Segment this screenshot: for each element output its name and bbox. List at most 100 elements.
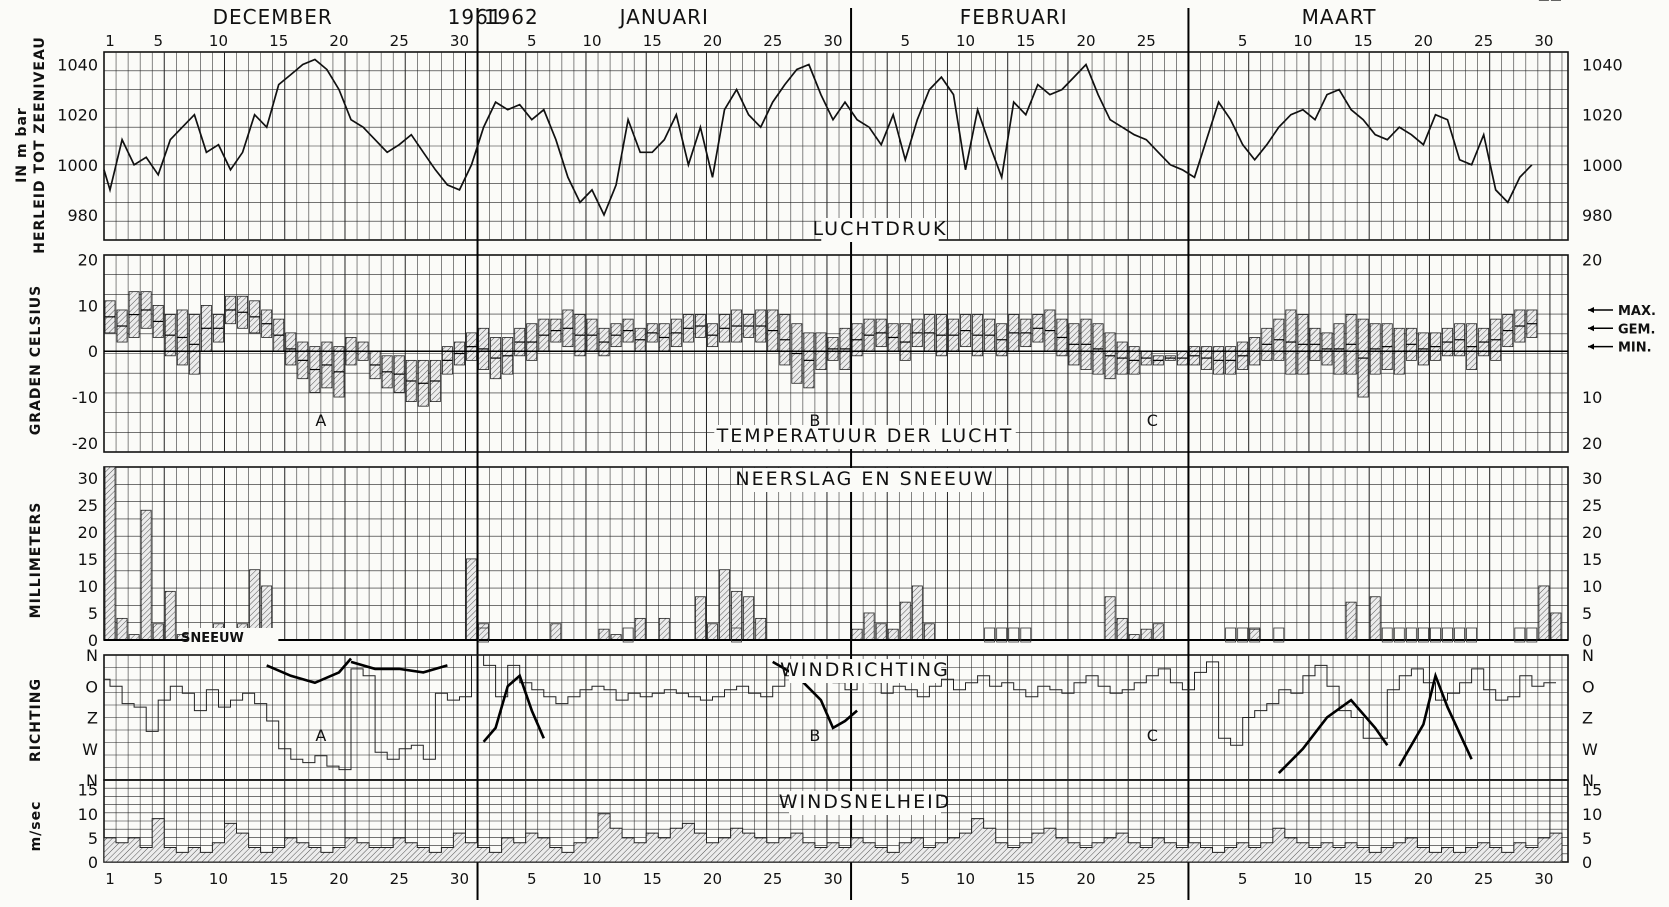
snow-marker — [1249, 627, 1261, 643]
day-tick-top-3: 15 — [269, 32, 288, 50]
precipitation-bar — [1249, 628, 1261, 641]
precipitation-bar — [695, 596, 706, 641]
precipitation-bar — [164, 590, 176, 641]
wind_direction-ytick-right: Z — [1582, 709, 1593, 728]
temperature-ytick-left: -10 — [72, 388, 98, 407]
day-tick-top-15: 15 — [1016, 32, 1035, 50]
temperature-ytick-right: 10 — [1582, 388, 1602, 407]
precipitation-bar — [887, 628, 899, 641]
wind_speed-ytick-right: 0 — [1582, 853, 1592, 872]
snow-marker — [1526, 627, 1538, 643]
snow-marker — [1273, 627, 1285, 643]
snow-marker — [984, 627, 996, 643]
temperature-ytick-left: 20 — [78, 251, 98, 270]
winddir-marker-A: A — [315, 726, 326, 745]
day-tick-top-23: 30 — [1534, 32, 1553, 50]
windspeed-ylabel: m/sec — [28, 801, 44, 852]
precipitation-bar — [899, 601, 911, 641]
wind_speed-ytick-left: 15 — [78, 781, 98, 800]
precipitation-bar — [743, 596, 755, 641]
pressure-ytick-right: 1020 — [1582, 106, 1623, 125]
wind_direction-ytick-left: N — [86, 771, 98, 790]
wind_speed-ytick-right: 10 — [1582, 805, 1602, 824]
pressure-ytick-left: 980 — [67, 206, 98, 225]
snow-label-bg — [188, 628, 279, 646]
precipitation-ytick-right: 15 — [1582, 550, 1602, 569]
day-tick-bottom-5: 25 — [390, 870, 409, 888]
day-tick-bottom-2: 10 — [209, 870, 228, 888]
pressure-ytick-left: 1020 — [57, 106, 98, 125]
precipitation-bar — [719, 569, 730, 641]
precipitation-ytick-left: 5 — [88, 604, 98, 623]
day-tick-bottom-7: 5 — [527, 870, 537, 888]
temperature-marker-C: C — [1147, 411, 1158, 430]
day-tick-bottom-21: 20 — [1414, 870, 1433, 888]
temperature-title-bg — [714, 425, 1016, 449]
wind_direction-ytick-right: N — [1582, 771, 1594, 790]
precipitation-ytick-right: 5 — [1582, 604, 1592, 623]
precipitation-title-bg — [743, 468, 987, 492]
windspeed-title-bg — [789, 791, 941, 815]
day-tick-bottom-11: 25 — [763, 870, 782, 888]
precipitation-bar — [478, 623, 489, 641]
temperature-ytick-left: 10 — [78, 296, 98, 315]
labels: IN m bar HERLEID TOT ZEENIVEAU GRADEN CE… — [14, 5, 1656, 888]
precipitation-ylabel: MILLIMETERS — [28, 502, 44, 619]
wind_speed-ytick-left: 10 — [78, 805, 98, 824]
month-label-1: 1961 — [448, 5, 503, 29]
pressure-line — [103, 58, 1533, 218]
temperature-title: TEMPERATUUR DER LUCHT — [716, 425, 1014, 447]
wind_speed-ytick-right: 5 — [1582, 829, 1592, 848]
windspeed-title: WINDSNELHEID — [779, 791, 952, 813]
precipitation-ytick-left: 15 — [78, 550, 98, 569]
day-tick-top-9: 15 — [643, 32, 662, 50]
day-tick-bottom-3: 15 — [269, 870, 288, 888]
temperature-ytick-left: 0 — [88, 342, 98, 361]
precipitation-bar — [104, 466, 116, 641]
precipitation-title: NEERSLAG EN SNEEUW — [735, 468, 994, 490]
precipitation-bar — [1140, 628, 1152, 641]
precipitation-bar — [707, 623, 718, 641]
grid — [103, 8, 1569, 900]
precipitation-bar — [1104, 596, 1116, 641]
day-tick-top-7: 5 — [527, 32, 537, 50]
precipitation-bar — [1538, 585, 1550, 641]
pressure-ytick-left: 1000 — [57, 156, 98, 175]
snow-marker — [1237, 627, 1249, 643]
precipitation-bar — [755, 617, 767, 641]
temperature-ytick-right: 20 — [1582, 251, 1602, 270]
pressure-ytick-right: 980 — [1582, 206, 1613, 225]
precipitation-ytick-left: 30 — [78, 469, 98, 488]
wind_direction-ytick-left: Z — [87, 709, 98, 728]
front-segment-0 — [266, 657, 352, 685]
snow-label: SNEEUW — [181, 631, 244, 646]
day-tick-top-21: 20 — [1414, 32, 1433, 50]
precipitation-ytick-right: 30 — [1582, 469, 1602, 488]
day-tick-bottom-10: 20 — [703, 870, 722, 888]
day-tick-top-13: 5 — [901, 32, 911, 50]
precipitation-bar — [923, 623, 935, 641]
precipitation-bar — [658, 617, 670, 641]
snow-marker — [1405, 627, 1417, 643]
precipitation-ytick-left: 10 — [78, 577, 98, 596]
legend-max: MAX. — [1618, 304, 1656, 319]
month-label-3: JANUARI — [618, 5, 709, 29]
day-tick-top-11: 25 — [763, 32, 782, 50]
precipitation-ytick-left: 0 — [88, 631, 98, 650]
day-tick-bottom-0: 1 — [105, 870, 115, 888]
snow-marker — [996, 627, 1008, 643]
front-segment-1 — [350, 660, 448, 674]
wind_direction-ytick-left: N — [86, 646, 98, 665]
front-segment-2 — [482, 673, 545, 743]
snow-marker — [622, 627, 634, 643]
day-tick-top-16: 20 — [1076, 32, 1095, 50]
temperature-marker-A: A — [315, 411, 326, 430]
legend-min: MIN. — [1618, 341, 1652, 356]
precipitation-ytick-left: 20 — [78, 523, 98, 542]
wind_speed-ytick-left: 0 — [88, 853, 98, 872]
day-tick-bottom-15: 15 — [1016, 870, 1035, 888]
precipitation-bar — [911, 585, 923, 641]
precipitation-bar — [1345, 601, 1357, 641]
wind_direction-ytick-left: O — [85, 677, 98, 696]
precipitation-bar — [1152, 623, 1164, 641]
